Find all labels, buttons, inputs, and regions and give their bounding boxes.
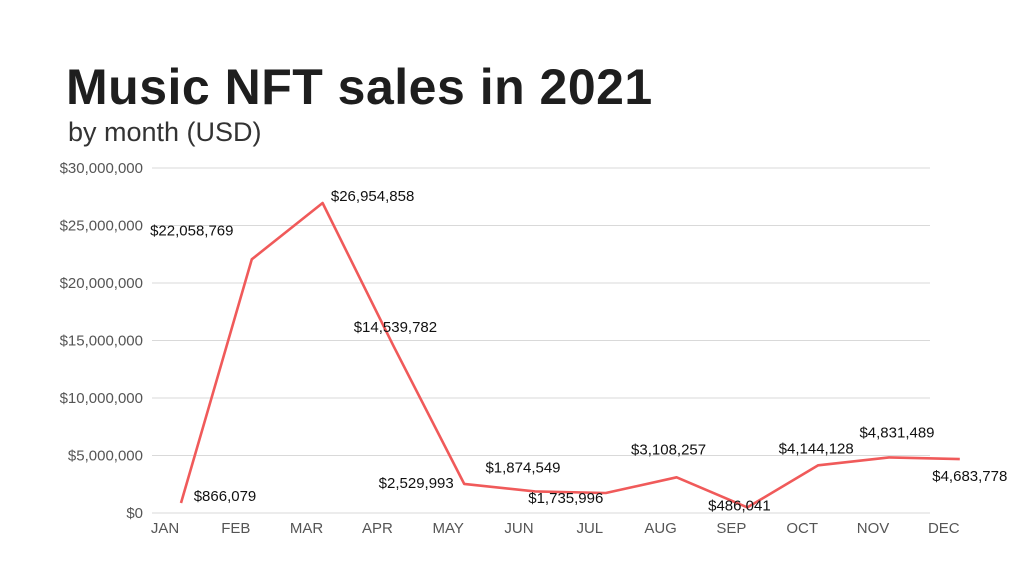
x-tick-label: JUL	[576, 520, 603, 537]
data-label: $1,874,549	[485, 459, 560, 476]
y-tick-label: $15,000,000	[60, 333, 143, 350]
y-tick-label: $10,000,000	[60, 390, 143, 407]
data-label: $866,079	[194, 488, 257, 505]
y-tick-label: $0	[126, 505, 143, 522]
x-tick-label: DEC	[928, 520, 960, 537]
data-label: $3,108,257	[631, 441, 706, 458]
gridlines	[152, 167, 930, 514]
x-tick-label: MAR	[290, 520, 324, 537]
y-tick-label: $25,000,000	[60, 218, 143, 235]
data-label: $4,831,489	[859, 424, 934, 441]
x-tick-label: MAY	[432, 520, 463, 537]
data-label: $4,683,778	[932, 468, 1007, 485]
data-label: $22,058,769	[150, 222, 233, 239]
data-labels: $866,079 $22,058,769 $26,954,858 $14,539,78…	[150, 188, 1007, 514]
sales-line	[179, 201, 960, 509]
y-axis-ticks: $0 $5,000,000 $10,000,000 $15,000,000 $20,00…	[60, 160, 143, 522]
y-tick-label: $20,000,000	[60, 275, 143, 292]
x-tick-label: FEB	[221, 520, 250, 537]
y-tick-label: $30,000,000	[60, 160, 143, 177]
data-label: $26,954,858	[331, 188, 414, 205]
chart-subtitle: by month (USD)	[68, 117, 262, 147]
data-label: $4,144,128	[779, 440, 854, 457]
y-tick-label: $5,000,000	[68, 448, 143, 465]
chart-title: Music NFT sales in 2021	[66, 59, 653, 115]
data-label: $1,735,996	[528, 490, 603, 507]
x-tick-label: SEP	[716, 520, 746, 537]
data-label: $486,041	[708, 497, 771, 514]
x-tick-label: AUG	[644, 520, 677, 537]
x-tick-label: APR	[362, 520, 393, 537]
x-tick-label: JUN	[504, 520, 533, 537]
data-label: $2,529,993	[379, 475, 454, 492]
x-tick-label: OCT	[786, 520, 818, 537]
x-axis-ticks: JAN FEB MAR APR MAY JUN JUL AUG SEP OCT NOV DEC	[151, 520, 960, 537]
x-tick-label: JAN	[151, 520, 179, 537]
x-tick-label: NOV	[857, 520, 890, 537]
data-label: $14,539,782	[354, 319, 437, 336]
